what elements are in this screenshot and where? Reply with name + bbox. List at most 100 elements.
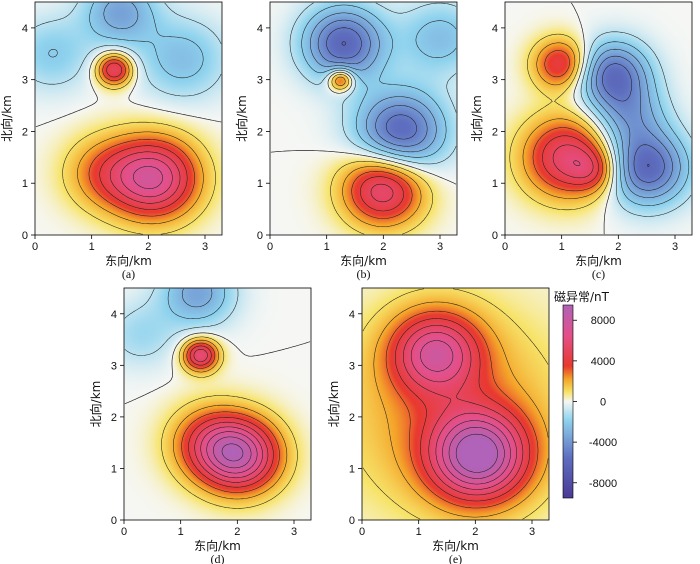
y-tick-label-a: 3 — [22, 75, 28, 87]
contour-line — [77, 56, 204, 225]
x-tick-label-e: 2 — [472, 526, 478, 538]
field-image-e — [362, 288, 549, 520]
y-tick-label-b: 1 — [257, 178, 263, 190]
panel-label-e: (e) — [449, 552, 462, 564]
y-tick-label-d: 1 — [111, 463, 117, 475]
contour-line — [221, 443, 244, 462]
panel-label-d: (d) — [211, 552, 225, 564]
x-tick-label-d: 3 — [291, 526, 297, 538]
plot-frame-d — [123, 287, 312, 521]
y-tick-label-c: 2 — [492, 126, 498, 138]
contour-line — [542, 135, 599, 185]
field-image-a — [35, 2, 222, 235]
y-tick-label-c: 0 — [492, 230, 498, 242]
x-tick-label-b: 2 — [380, 241, 386, 253]
y-tick-label-a: 4 — [22, 23, 28, 35]
panel-label-b: (b) — [357, 267, 371, 281]
contour-line — [181, 288, 213, 308]
contour-line — [124, 288, 239, 356]
x-axis-title-c: 东向/km — [575, 253, 622, 268]
panel-c: 0 1 2 3 0 1 2 3 4 东向/km 北向/km (c) — [469, 1, 693, 281]
contours-e — [362, 288, 549, 520]
x-axis-title-d: 东向/km — [194, 538, 241, 553]
contour-line — [173, 339, 288, 500]
contour-line — [373, 301, 549, 518]
y-tick-label-a: 2 — [22, 126, 28, 138]
contour-line — [580, 31, 692, 217]
contour-line — [188, 345, 274, 488]
y-tick-label-b: 0 — [257, 230, 263, 242]
colorbar-tick-label: 0 — [600, 397, 606, 409]
contour-line — [103, 2, 139, 29]
contour-line — [591, 48, 681, 198]
y-axis-title-a: 北向/km — [0, 95, 14, 142]
contour-line — [522, 42, 607, 199]
plot-frame-c — [504, 1, 693, 236]
y-tick-label-b: 3 — [257, 75, 263, 87]
x-tick-label-a: 3 — [202, 241, 208, 253]
x-tick-label-a: 1 — [89, 241, 95, 253]
x-tick-label-d: 0 — [121, 526, 127, 538]
y-tick-label-a: 1 — [22, 178, 28, 190]
contour-line — [167, 288, 225, 319]
y-axis-title-d: 北向/km — [88, 381, 103, 428]
contour-line — [48, 2, 204, 79]
x-tick-label-d: 2 — [234, 526, 240, 538]
panel-e: 0 1 2 3 0 1 2 3 4 东向/km 北向/km (e) — [326, 287, 550, 564]
y-tick-label-b: 4 — [257, 23, 263, 35]
x-tick-label-b: 3 — [437, 241, 443, 253]
x-tick-label-b: 1 — [324, 241, 330, 253]
contour-line — [35, 49, 222, 128]
contour-line — [335, 76, 422, 227]
contour-line — [341, 41, 347, 46]
field-image-d — [124, 288, 311, 520]
plot-frame-a — [34, 1, 223, 236]
y-axis-title-c: 北向/km — [469, 95, 484, 142]
y-tick-label-e: 1 — [349, 463, 355, 475]
contour-line — [370, 183, 394, 203]
contour-line — [301, 4, 457, 158]
contour-line — [109, 151, 181, 204]
colorbar-body: 8000 4000 0 -4000 -8000 — [562, 304, 617, 499]
y-axis-title-b: 北向/km — [234, 95, 249, 142]
y-tick-label-c: 1 — [492, 178, 498, 190]
contour-line — [394, 318, 531, 502]
colorbar-tick-label: 4000 — [591, 356, 615, 368]
y-tick-label-d: 4 — [111, 309, 117, 321]
x-tick-label-c: 0 — [502, 241, 508, 253]
contour-line — [88, 59, 195, 217]
panel-label-c: (c) — [592, 267, 605, 281]
contour-line — [120, 158, 173, 198]
y-tick-label-d: 3 — [111, 360, 117, 372]
colorbar-gradient — [563, 305, 573, 498]
y-tick-label-e: 4 — [349, 309, 355, 321]
contours-d — [124, 288, 311, 509]
colorbar-tick-label: 8000 — [591, 315, 615, 327]
x-tick-label-a: 2 — [145, 241, 151, 253]
x-tick-label-c: 3 — [672, 241, 678, 253]
colorbar-tick-label: -4000 — [589, 437, 617, 449]
contour-line — [310, 12, 437, 153]
contour-line — [200, 426, 263, 479]
contour-line — [317, 19, 428, 147]
panel-b: 0 1 2 3 0 1 2 3 4 东向/km 北向/km (b) — [234, 1, 458, 281]
contour-line — [403, 325, 524, 496]
contours-a — [35, 2, 222, 235]
field-image-b — [270, 2, 457, 235]
contour-line — [161, 336, 298, 509]
contour-line — [330, 74, 433, 235]
x-tick-label-e: 3 — [529, 526, 535, 538]
panel-a: 0 1 2 3 0 1 2 3 4 东向/km 北向/km (a) — [0, 1, 223, 281]
y-tick-label-d: 2 — [111, 412, 117, 424]
panel-d: 0 1 2 3 0 1 2 3 4 东向/km 北向/km (d) — [88, 287, 312, 564]
contour-line — [532, 50, 604, 192]
contour-line — [573, 160, 581, 166]
contour-line — [385, 310, 539, 509]
contour-line — [351, 171, 413, 219]
x-tick-label-c: 1 — [559, 241, 565, 253]
contour-line — [193, 349, 269, 483]
contour-line — [360, 176, 404, 212]
y-tick-label-e: 3 — [349, 360, 355, 372]
contour-line — [326, 27, 417, 140]
